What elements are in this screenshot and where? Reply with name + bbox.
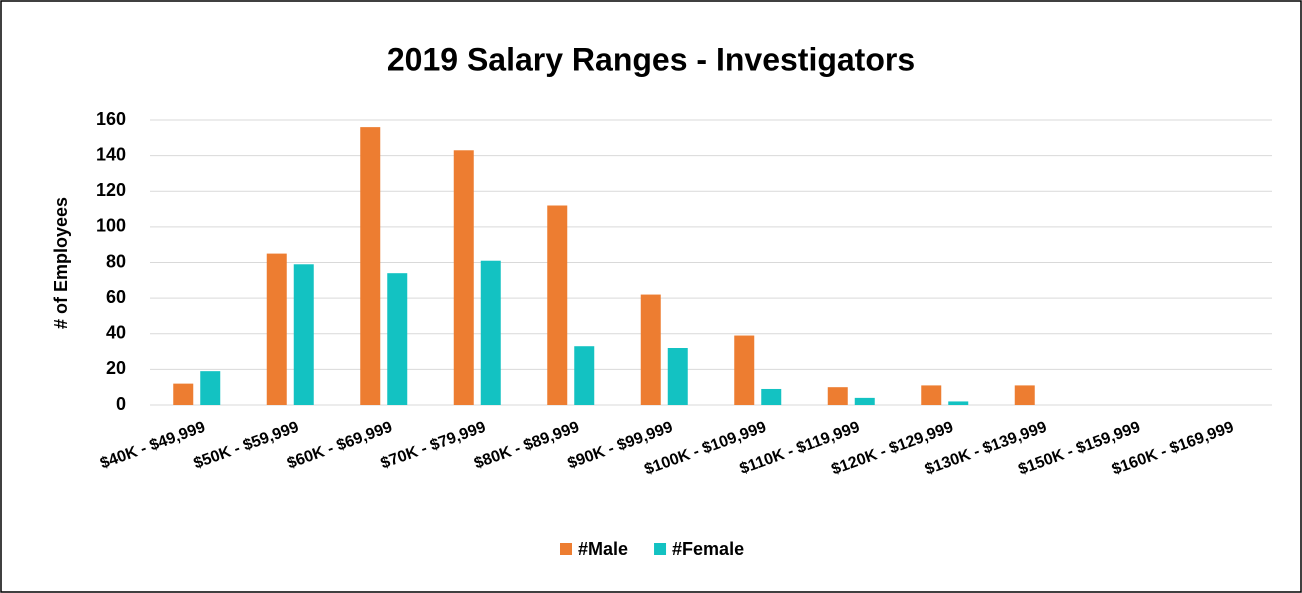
bar	[854, 397, 875, 405]
bar	[761, 388, 782, 405]
legend-label: #Male	[578, 539, 628, 559]
y-tick-label: 80	[106, 251, 126, 271]
bar	[200, 371, 221, 405]
bar	[293, 264, 314, 405]
bar	[547, 205, 568, 405]
bar	[1014, 385, 1035, 405]
y-tick-label: 160	[96, 109, 126, 129]
bar	[453, 150, 474, 405]
bar	[948, 401, 969, 405]
bar	[173, 383, 194, 405]
y-tick-label: 0	[116, 394, 126, 414]
y-tick-label: 100	[96, 216, 126, 236]
legend-label: #Female	[672, 539, 744, 559]
bar	[387, 273, 408, 405]
y-tick-label: 140	[96, 144, 126, 164]
y-tick-label: 20	[106, 358, 126, 378]
bar	[360, 127, 381, 405]
bar	[640, 294, 661, 405]
bar	[574, 346, 595, 405]
legend-swatch	[654, 543, 667, 555]
chart-title: 2019 Salary Ranges - Investigators	[387, 41, 915, 77]
y-axis-label: # of Employees	[51, 197, 71, 329]
bar	[266, 253, 287, 405]
bar	[921, 385, 942, 405]
bar	[827, 387, 848, 405]
y-tick-label: 40	[106, 323, 126, 343]
y-tick-label: 120	[96, 180, 126, 200]
legend-swatch	[560, 543, 572, 555]
bar	[667, 348, 688, 405]
bar	[480, 260, 501, 405]
y-tick-label: 60	[106, 287, 126, 307]
bar	[734, 335, 755, 405]
